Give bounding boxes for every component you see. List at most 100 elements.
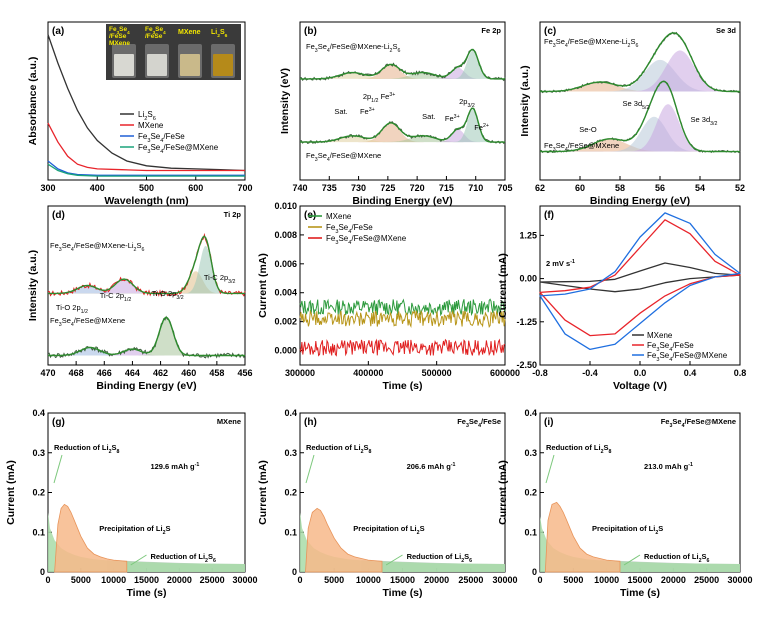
x-tick-label-d: 466	[97, 368, 112, 378]
inset-label-a-3: Li2S6​	[211, 29, 228, 39]
panel-title-i: Fe3Se4​/FeSe@MXene	[661, 417, 736, 429]
x-tick-label-f: 0.4	[684, 368, 697, 378]
arrow-g-2	[130, 554, 147, 566]
x-tick-label-a: 600	[188, 183, 203, 193]
fit-peak-c-top	[540, 59, 740, 92]
plot-frame-e	[299, 205, 506, 366]
y-tick-label-i: 0	[532, 567, 537, 577]
x-tick-label-i: 30000	[727, 575, 752, 585]
fit-peak-c-bot	[540, 138, 740, 152]
series-label-d-0: Fe3Se4​/FeSe@MXene-Li2S6​	[50, 241, 144, 253]
x-tick-label-d: 460	[181, 368, 196, 378]
x-axis-label-a: Wavelength (nm)	[104, 195, 188, 207]
y-tick-label-f: 1.25	[519, 230, 537, 240]
x-tick-label-b: 725	[380, 183, 395, 193]
vial-liquid	[180, 54, 200, 76]
legend-label-e-2: Fe3Se4​/FeSe@MXene	[326, 234, 407, 246]
fit-envelope-d-top	[48, 235, 245, 295]
series-label-b-1: Fe3Se4​/FeSe@MXene	[306, 151, 381, 163]
x-tick-label-a: 700	[237, 183, 252, 193]
x-tick-label-c: 62	[535, 183, 545, 193]
vial-liquid	[114, 54, 134, 76]
panel-label-g: (g)	[52, 417, 65, 428]
x-axis-label-i: Time (s)	[620, 587, 660, 599]
x-tick-label-d: 456	[237, 368, 252, 378]
annotation-g-2: Reduction of Li2S6​	[150, 552, 216, 564]
fit-envelope-c-top	[540, 32, 740, 93]
annotation-h-1: Precipitation of Li2S	[353, 524, 424, 536]
series-label-b-0: Fe3Se4​/FeSe@MXene-Li2S6​	[306, 42, 400, 54]
panel-label-h: (h)	[304, 417, 317, 428]
annotation-b-0: 2p1/2​ Fe3+​	[363, 92, 396, 104]
legend-label-a-1: MXene	[138, 121, 164, 130]
x-tick-label-a: 400	[90, 183, 105, 193]
y-tick-label-g: 0.2	[32, 488, 45, 498]
capacity-label-i: 213.0 mAh g-1​	[644, 462, 693, 471]
x-tick-label-h: 5000	[324, 575, 344, 585]
x-tick-label-i: 25000	[694, 575, 719, 585]
x-tick-label-e: 400000	[353, 368, 383, 378]
y-axis-label-h: Current (mA)	[257, 460, 269, 525]
inset-label-a-0b: /FeSe	[109, 33, 127, 40]
y-tick-label-i: 0.1	[524, 527, 537, 537]
annotation-b-6: Fe2+​	[474, 123, 489, 132]
annotation-i-0: Reduction of Li2S8​	[546, 443, 612, 455]
panel-label-f: (f)	[544, 210, 554, 221]
annotation-b-3: Sat.	[422, 112, 435, 121]
fit-peak-b-bot	[300, 123, 505, 143]
legend-label-f-2: Fe3Se4​/FeSe@MXene	[647, 351, 728, 363]
y-tick-label-e: 0.006	[274, 259, 297, 269]
y-tick-label-g: 0	[40, 567, 45, 577]
x-tick-label-d: 464	[125, 368, 140, 378]
fit-peak-b-top	[300, 72, 505, 79]
x-tick-label-d: 470	[40, 368, 55, 378]
fit-envelope-b-bot	[300, 107, 505, 143]
panel-title-b: Fe 2p	[481, 26, 501, 35]
y-tick-label-g: 0.1	[32, 527, 45, 537]
inset-label-a-0a: Fe3Se4​	[109, 26, 130, 35]
annotation-d-1: Ti-C 2p1/2​	[100, 291, 132, 303]
panel-h: 0 5000 10000 15000 20000 25000 30000 0 0.1 0.2 0.3…	[257, 408, 518, 599]
panel-d: 470 468 466 464 462 460 458 456 Binding Energy (…	[27, 205, 253, 392]
annotation-b-5: 2p3/2​	[459, 97, 475, 109]
annotation-d-0: Ti-O 2p1/2​	[56, 303, 88, 315]
x-tick-label-b: 730	[351, 183, 366, 193]
x-tick-label-e: 500000	[422, 368, 452, 378]
x-tick-label-b: 720	[410, 183, 425, 193]
y-tick-label-i: 0.4	[524, 408, 537, 418]
series-line-e-0	[299, 298, 506, 317]
x-tick-label-i: 15000	[627, 575, 652, 585]
y-tick-label-h: 0.3	[284, 448, 297, 458]
panel-f: -0.8 -0.4 0.0 0.4 0.8 -2.50 -1.25 0.00 1.25 Volta…	[497, 205, 746, 392]
legend-label-e-0: MXene	[326, 212, 352, 221]
panel-b: 740 735 730 725 720 715 710 705 Binding Energy (…	[279, 21, 513, 207]
x-tick-label-c: 54	[695, 183, 705, 193]
x-axis-label-d: Binding Energy (eV)	[96, 380, 196, 392]
annotation-i-2: Reduction of Li2S6​	[644, 552, 710, 564]
series-label-c-0: Fe3Se4​/FeSe@MXene-Li2S6​	[544, 37, 638, 49]
vial-liquid	[213, 54, 233, 76]
arrow-h-2	[385, 554, 403, 566]
x-tick-label-g: 10000	[101, 575, 126, 585]
x-tick-label-g: 25000	[200, 575, 225, 585]
x-axis-label-h: Time (s)	[382, 587, 422, 599]
series-line-a-1	[47, 122, 245, 172]
x-tick-label-e: 300000	[285, 368, 315, 378]
fit-peak-c-top	[540, 82, 740, 92]
annotation-f-scanrate: 2 mV s-1​	[546, 259, 575, 268]
series-line-e-1	[299, 309, 506, 328]
arrow-h-0	[305, 454, 315, 484]
y-axis-label-c: Intensity (a.u.)	[519, 65, 531, 136]
vial-liquid	[147, 54, 167, 76]
y-axis-label-f: Current (mA)	[497, 253, 509, 318]
series-label-d-1: Fe3Se4​/FeSe@MXene	[50, 316, 125, 328]
y-tick-label-f: 0.00	[519, 274, 537, 284]
x-tick-label-i: 20000	[661, 575, 686, 585]
x-tick-label-h: 30000	[492, 575, 517, 585]
x-tick-label-e: 600000	[490, 368, 520, 378]
fit-peak-d-top	[48, 285, 245, 294]
panel-title-d: Ti 2p	[224, 210, 242, 219]
x-tick-label-c: 58	[615, 183, 625, 193]
plot-frame-b	[299, 21, 506, 181]
arrow-i-2	[623, 554, 641, 566]
